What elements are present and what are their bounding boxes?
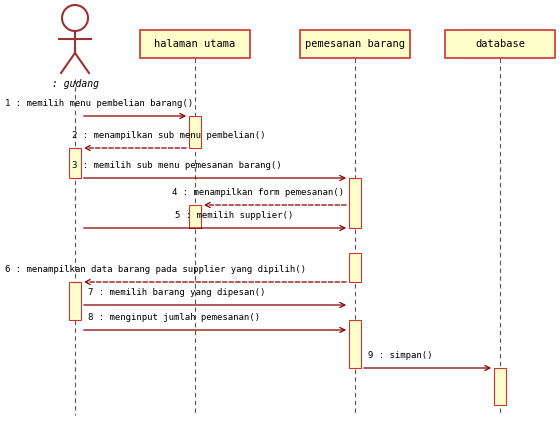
Text: 4 : menampilkan form pemesanan(): 4 : menampilkan form pemesanan()	[172, 188, 344, 197]
Text: 3 : memilih sub menu pemesanan barang(): 3 : memilih sub menu pemesanan barang()	[72, 161, 282, 170]
Bar	[445, 30, 555, 58]
Text: 5 : memilih supplier(): 5 : memilih supplier()	[175, 211, 293, 220]
Text: 8 : menginput jumlah pemesanan(): 8 : menginput jumlah pemesanan()	[88, 313, 260, 322]
Bar	[189, 205, 201, 228]
Text: : gudang: : gudang	[52, 79, 99, 89]
Bar	[349, 320, 361, 368]
Text: halaman utama: halaman utama	[155, 39, 236, 49]
Bar	[349, 253, 361, 282]
Bar	[69, 148, 81, 178]
Text: database: database	[475, 39, 525, 49]
Text: 2 : menampilkan sub menu pembelian(): 2 : menampilkan sub menu pembelian()	[72, 131, 265, 140]
Text: pemesanan barang: pemesanan barang	[305, 39, 405, 49]
Bar	[140, 30, 250, 58]
Text: 9 : simpan(): 9 : simpan()	[368, 351, 432, 360]
Text: 7 : memilih barang yang dipesan(): 7 : memilih barang yang dipesan()	[88, 288, 265, 297]
Bar	[69, 282, 81, 320]
Text: 6 : menampilkan data barang pada supplier yang dipilih(): 6 : menampilkan data barang pada supplie…	[5, 265, 306, 274]
Bar	[189, 116, 201, 148]
Bar	[494, 368, 506, 405]
Bar	[300, 30, 410, 58]
Bar	[349, 178, 361, 228]
Text: 1 : memilih menu pembelian barang(): 1 : memilih menu pembelian barang()	[5, 99, 193, 108]
